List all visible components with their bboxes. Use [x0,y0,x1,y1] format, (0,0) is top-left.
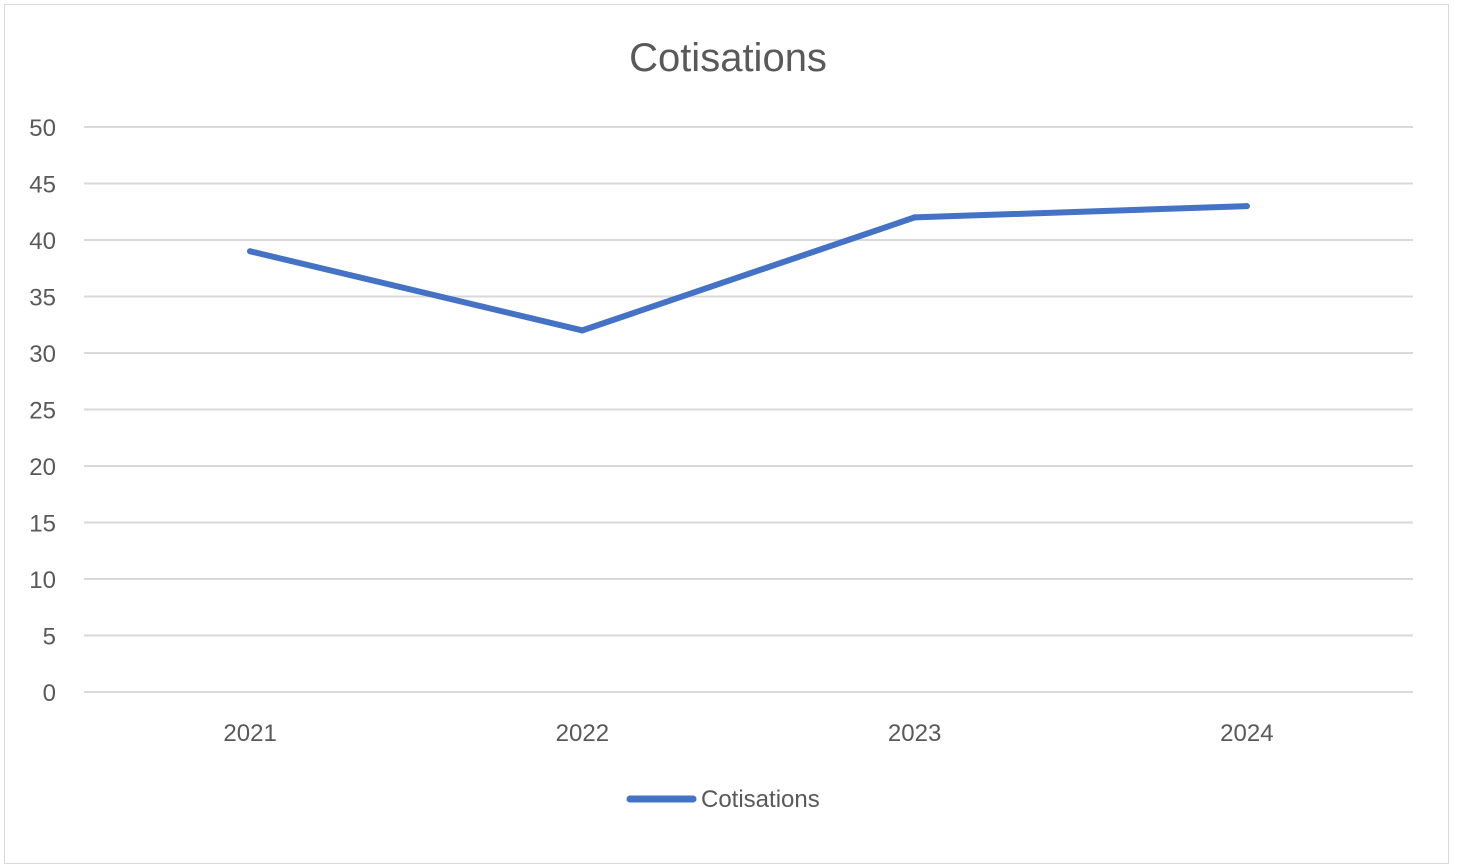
data-point-2022 [579,327,586,334]
y-tick-label-50: 50 [29,115,56,142]
x-axis: 2021 2022 2023 2024 [223,720,1273,747]
y-tick-label-45: 45 [29,172,56,199]
x-tick-label-2021: 2021 [223,720,276,747]
y-tick-label-25: 25 [29,398,56,425]
gridlines [84,126,1413,693]
y-tick-label-20: 20 [29,454,56,481]
data-point-2024 [1243,203,1250,210]
chart-frame [4,4,1449,864]
data-point-2023 [911,214,918,221]
y-tick-label-0: 0 [43,680,56,707]
y-tick-label-5: 5 [43,624,56,651]
series-group [247,203,1250,334]
x-tick-label-2024: 2024 [1220,720,1273,747]
y-axis: 0 5 10 15 20 25 30 35 40 45 50 [29,115,56,707]
y-tick-label-15: 15 [29,511,56,538]
legend: Cotisations [626,786,820,813]
x-tick-label-2023: 2023 [888,720,941,747]
y-tick-label-30: 30 [29,341,56,368]
x-tick-label-2022: 2022 [556,720,609,747]
chart-title: Cotisations [629,36,827,80]
data-point-2021 [247,248,254,255]
series-line-0 [247,203,1250,334]
y-tick-label-35: 35 [29,285,56,312]
legend-label-cotisations: Cotisations [701,786,820,813]
y-tick-label-40: 40 [29,228,56,255]
y-tick-label-10: 10 [29,567,56,594]
